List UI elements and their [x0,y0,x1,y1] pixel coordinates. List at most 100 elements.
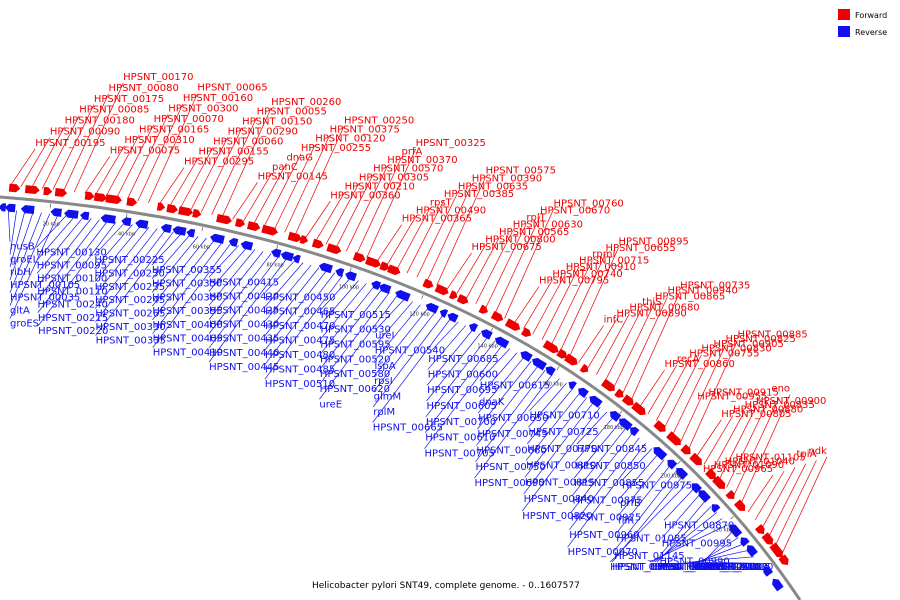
reverse-gene-arrow [532,357,547,371]
forward-gene-label: HPSNT_00210 [345,181,415,192]
forward-gene-label-leader [406,200,445,274]
forward-gene-label: HPSNT_01105 [735,453,805,464]
forward-gene-arrow [542,340,559,354]
reverse-gene-label-leader [572,427,627,496]
reverse-gene-arrow [64,209,79,219]
reverse-gene-label-leader [525,392,581,461]
reverse-gene-label-leader [94,222,125,256]
reverse-gene-label: HPSNT_00510 [265,379,335,390]
scale-tick-label: 60 kbp [193,245,210,251]
reverse-gene-label-leader [95,231,174,336]
reverse-gene-label-leader [427,321,459,355]
reverse-gene-label: fliR [618,516,634,527]
forward-gene-label-leader [726,402,768,488]
reverse-gene-arrow [271,248,282,258]
reverse-gene-label: HPSNT_00220 [38,326,108,337]
reverse-gene-label-leader [700,537,739,563]
forward-gene-label-leader [221,107,272,218]
reverse-gene-label: HPSNT_00840 [524,494,594,505]
reverse-gene-label-leader [575,416,614,462]
forward-gene-arrow [234,218,246,228]
scale-tick-label: 220 kbp [713,528,733,534]
reverse-gene-label-leader [617,459,665,516]
legend-reverse-swatch [838,26,850,37]
forward-gene-arrow [24,185,40,195]
reverse-gene-label-leader [374,304,421,362]
reverse-gene-label: HPSNT_00540 [375,346,445,357]
reverse-gene-label: HPSNT_01030 [703,562,773,573]
reverse-gene-label: HPSNT_00485 [265,365,335,376]
reverse-gene-label-leader [576,411,608,445]
forward-gene-label-leader [655,359,690,421]
reverse-gene-label-leader [319,286,375,355]
reverse-gene-label: HPSNT_00420 [209,291,279,302]
reverse-gene-label-leader [621,448,653,481]
reverse-gene-label-leader [615,465,671,534]
forward-gene-label-leader [664,354,702,428]
forward-gene-label: HPSNT_00070 [154,114,224,125]
reverse-gene-label-leader [320,280,359,325]
forward-gene-label: HPSNT_00055 [257,107,327,118]
reverse-gene-label: HPSNT_00745 [477,429,547,440]
reverse-gene-label: HPSNT_01015 [657,562,727,573]
forward-gene-arrow [614,388,624,398]
reverse-gene-label-leader [528,383,567,428]
forward-gene-arrow [680,444,691,455]
reverse-gene-label-leader [9,210,17,255]
reverse-gene-label-leader [523,401,594,495]
reverse-gene-label: HPSNT_00235 [95,282,165,293]
reverse-gene-label: HPSNT_00600 [428,370,498,381]
forward-gene-label-leader [630,291,681,401]
forward-gene-label-leader [513,286,540,324]
forward-gene-arrow [8,183,21,193]
forward-gene-label: HPSNT_00655 [605,243,675,254]
forward-gene-label-leader [335,174,374,248]
reverse-gene-arrow [4,203,16,213]
reverse-gene-label: HPSNT_01085 [616,533,686,544]
reverse-gene-arrow [425,302,439,314]
forward-gene-label: HPSNT_00805 [721,409,791,420]
forward-gene-label: HPSNT_00065 [197,83,267,94]
scale-tick-label: 40 kbp [118,231,135,237]
reverse-gene-label: HPSNT_00975 [622,481,692,492]
reverse-gene-label-leader [477,356,525,414]
reverse-gene-arrow [240,240,254,251]
forward-gene-label: HPSNT_00630 [513,220,583,231]
forward-gene-label-leader [680,344,726,443]
reverse-gene-label: HPSNT_00665 [373,422,443,433]
reverse-gene-label-leader [697,543,744,563]
forward-gene-label: HPSNT_00150 [242,117,312,128]
forward-gene-label-leader [532,272,567,335]
reverse-gene-label: HPSNT_00725 [528,427,598,438]
forward-gene-label: HPSNT_00865 [655,291,725,302]
scale-tick-mark [490,327,493,332]
forward-gene-label-leader [485,223,527,309]
scale-tick-mark [677,460,681,465]
forward-gene-label: HPSNT_00325 [416,138,486,149]
reverse-gene-arrow [711,504,721,513]
reverse-gene-label: HPSNT_00870 [664,520,734,531]
forward-gene-label: thiS [642,297,661,308]
forward-gene-label-leader [304,201,331,239]
forward-gene-label: rpmI [592,249,615,260]
forward-gene-label: HPSNT_00255 [301,143,371,154]
reverse-gene-label: HPSNT_01050 [650,562,720,573]
forward-gene-label: HPSNT_00120 [315,134,385,145]
reverse-gene-arrow [292,254,301,264]
reverse-gene-arrow [619,418,633,431]
forward-gene-arrow [126,197,138,207]
reverse-gene-label: frdB [695,562,716,573]
reverse-gene-label-leader [661,494,701,539]
reverse-gene-label-leader [424,344,503,449]
reverse-gene-label: HPSNT_00330 [95,322,165,333]
forward-gene-label-leader [386,216,417,266]
forward-gene-arrow [84,191,95,201]
reverse-gene-label-leader [567,442,646,548]
reverse-gene-label: HPSNT_00710 [529,411,599,422]
forward-gene-arrow [178,206,194,217]
forward-gene-label-leader [126,114,169,200]
reverse-gene-label: HPSNT_00810 [526,461,596,472]
legend-reverse-label: Reverse [855,28,887,37]
reverse-gene-arrow [378,283,392,294]
reverse-gene-label-leader [152,243,231,348]
